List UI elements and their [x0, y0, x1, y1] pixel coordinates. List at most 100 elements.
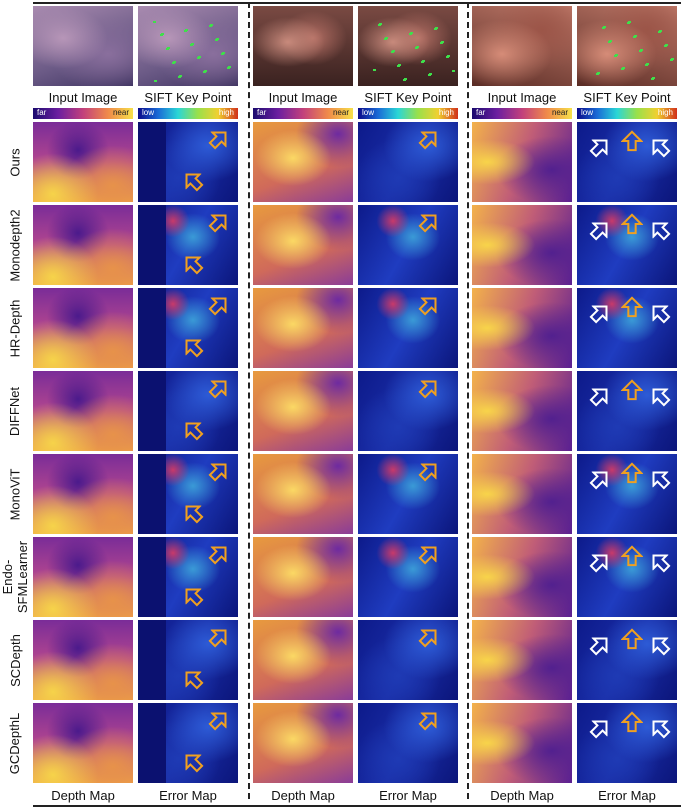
- highlight-arrow-icon: [418, 131, 437, 150]
- sift-keypoint-mark: [671, 58, 674, 60]
- dark-band: [138, 371, 166, 451]
- method-label-text: SCDepth: [7, 633, 23, 687]
- error-map-label: Error Map: [379, 788, 437, 803]
- sift-keypoint-mark: [614, 55, 617, 57]
- input-image: [33, 6, 133, 86]
- group-divider-1: [248, 2, 250, 799]
- sift-keypoint-mark: [446, 56, 449, 58]
- error-map: [138, 537, 238, 617]
- sift-keypoint-mark: [628, 21, 631, 23]
- sift-keypoint-mark: [596, 73, 599, 75]
- error-map: [358, 205, 458, 285]
- white-arrow-icon: [589, 720, 608, 739]
- sift-keypoint-mark: [198, 56, 201, 58]
- depth-map: [33, 703, 133, 783]
- sift-keypoint-mark: [204, 70, 207, 72]
- sift-keypoint-label: SIFT Key Point: [144, 90, 232, 105]
- highlight-arrow-icon: [208, 463, 227, 482]
- depth-map: [472, 537, 572, 617]
- depth-map: [33, 537, 133, 617]
- error-map: [577, 703, 677, 783]
- sift-keypoint-mark: [622, 67, 625, 69]
- white-arrow-icon: [652, 554, 671, 573]
- sift-keypoint-mark: [228, 66, 231, 68]
- bottom-rule: [33, 805, 681, 807]
- method-label: MonoViT: [0, 454, 30, 534]
- sift-keypoint-mark: [428, 74, 431, 76]
- sift-keypoint-mark: [621, 68, 624, 70]
- sift-keypoint-mark: [385, 37, 388, 39]
- sift-keypoint-mark: [160, 34, 163, 36]
- error-map: [138, 122, 238, 202]
- sift-keypoint-mark: [670, 59, 673, 61]
- error-map: [358, 703, 458, 783]
- highlight-arrow-icon: [418, 297, 437, 316]
- depth-map: [253, 537, 353, 617]
- sift-keypoint-mark: [645, 64, 648, 66]
- sift-keypoint-mark: [397, 65, 400, 67]
- sift-keypoint-mark: [633, 36, 636, 38]
- depth-map: [253, 122, 353, 202]
- depth-map: [33, 620, 133, 700]
- sift-keypoint-mark: [646, 63, 649, 65]
- top-rule: [33, 2, 681, 4]
- sift-keypoint-mark: [154, 80, 157, 82]
- depth-colorbar-far: far: [476, 108, 486, 117]
- error-map: [358, 371, 458, 451]
- depth-map: [253, 703, 353, 783]
- dark-band: [138, 454, 166, 534]
- sift-keypoint-mark: [197, 57, 200, 59]
- depth-map: [33, 288, 133, 368]
- error-map: [358, 122, 458, 202]
- depth-map: [253, 205, 353, 285]
- highlight-arrow-icon: [418, 546, 437, 565]
- depth-map: [33, 205, 133, 285]
- white-arrow-icon: [652, 388, 671, 407]
- sift-keypoint-mark: [608, 41, 611, 43]
- dark-band: [138, 205, 166, 285]
- dark-band: [138, 122, 166, 202]
- sift-keypoint-mark: [221, 53, 224, 55]
- sift-keypoint-mark: [216, 38, 219, 40]
- error-map: [577, 288, 677, 368]
- method-label: GCDepthL: [0, 703, 30, 783]
- sift-keypoint-mark: [185, 29, 188, 31]
- sift-keypoint-mark: [398, 64, 401, 66]
- highlight-arrow-icon: [621, 545, 643, 567]
- depth-map: [472, 703, 572, 783]
- depth-map: [472, 205, 572, 285]
- error-map: [138, 205, 238, 285]
- depth-map-label: Depth Map: [51, 788, 115, 803]
- sift-keypoint-mark: [602, 27, 605, 29]
- sift-keypoint-label: SIFT Key Point: [364, 90, 452, 105]
- highlight-arrow-icon: [208, 214, 227, 233]
- depth-map: [472, 454, 572, 534]
- error-map: [358, 454, 458, 534]
- highlight-arrow-icon: [208, 629, 227, 648]
- sift-keypoint-mark: [403, 79, 406, 81]
- sift-keypoint-mark: [452, 70, 455, 72]
- white-arrow-icon: [652, 720, 671, 739]
- error-colorbar-low: low: [142, 108, 155, 117]
- sift-keypoint-mark: [603, 26, 606, 28]
- white-arrow-icon: [589, 637, 608, 656]
- error-colorbar: low high: [577, 108, 677, 119]
- error-map: [138, 620, 238, 700]
- depth-map-label: Depth Map: [271, 788, 335, 803]
- highlight-arrow-icon: [621, 379, 643, 401]
- error-map: [358, 288, 458, 368]
- sift-keypoint-mark: [597, 72, 600, 74]
- sift-keypoint-mark: [634, 35, 637, 37]
- method-label-text: Ours: [7, 147, 23, 177]
- sift-keypoint-mark: [172, 62, 175, 64]
- depth-colorbar-near: near: [332, 108, 349, 117]
- sift-keypoint-mark: [167, 47, 170, 49]
- highlight-arrow-icon: [208, 546, 227, 565]
- highlight-arrow-icon: [185, 256, 204, 275]
- depth-colorbar: far near: [472, 108, 572, 119]
- method-label-text: Endo- SFMLearner: [0, 540, 30, 614]
- error-colorbar-low: low: [362, 108, 375, 117]
- method-label-text: GCDepthL: [7, 712, 23, 774]
- highlight-arrow-icon: [185, 173, 204, 192]
- method-label-text: HR-Depth: [7, 299, 23, 357]
